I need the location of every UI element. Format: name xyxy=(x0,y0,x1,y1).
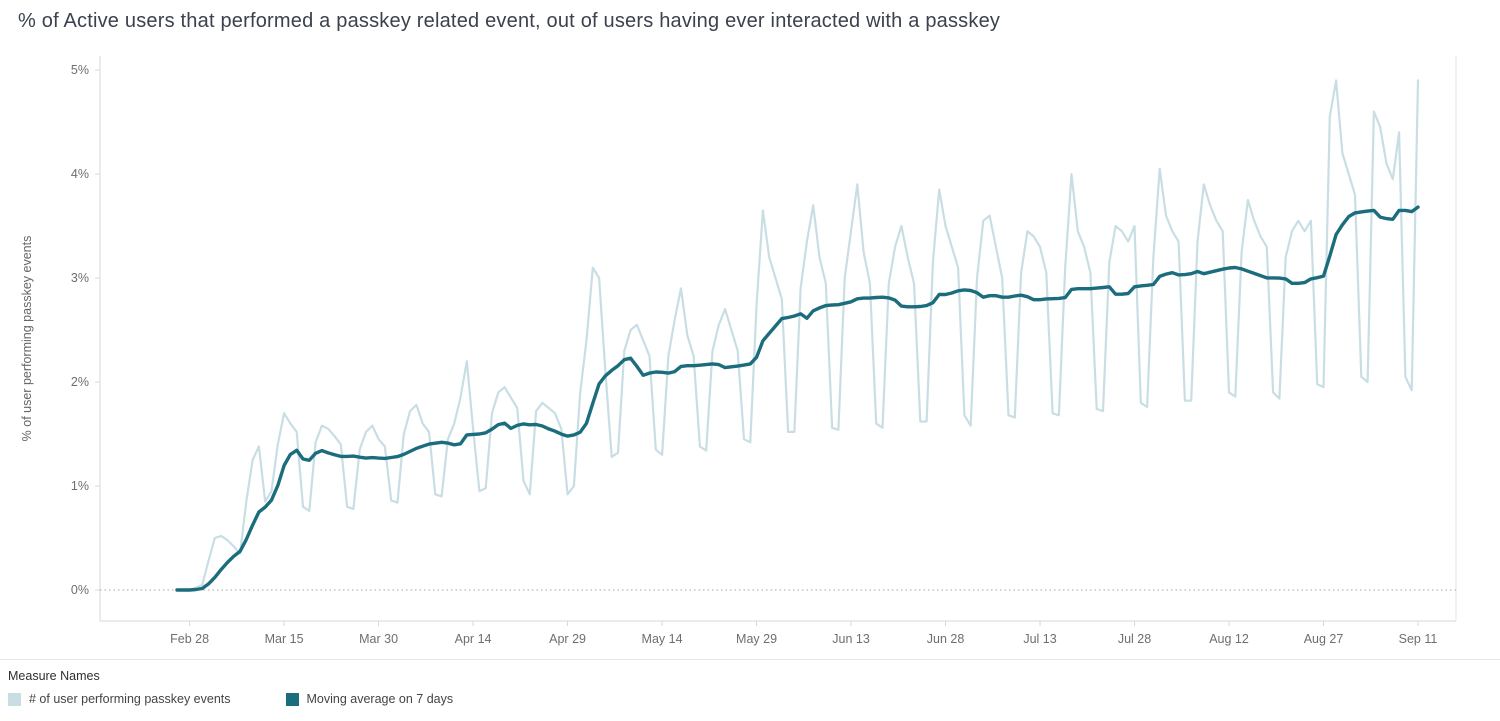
x-tick-label: May 29 xyxy=(736,632,777,646)
x-tick-label: Mar 30 xyxy=(359,632,398,646)
legend-swatch-daily-series[interactable] xyxy=(8,692,21,706)
x-tick-label: Mar 15 xyxy=(265,632,304,646)
x-tick-label: Aug 12 xyxy=(1209,632,1249,646)
x-tick-label: Jul 13 xyxy=(1023,632,1056,646)
y-axis-title: % of user performing passkey events xyxy=(20,236,34,442)
legend-item-moving-average[interactable]: Moving average on 7 days xyxy=(285,692,454,706)
chart-title: % of Active users that performed a passk… xyxy=(18,10,1001,32)
moving-average-line[interactable] xyxy=(175,205,1420,592)
x-tick-label: Sep 11 xyxy=(1399,632,1438,646)
y-tick-label: 4% xyxy=(71,167,89,181)
legend-swatch-moving-average[interactable] xyxy=(285,692,299,706)
legend-items: # of user performing passkey events Movi… xyxy=(8,692,1500,706)
x-tick-label: May 14 xyxy=(642,632,683,646)
x-tick-label: Aug 27 xyxy=(1304,632,1344,646)
legend: Measure Names # of user performing passk… xyxy=(0,659,1500,721)
x-tick-label: Jul 28 xyxy=(1118,632,1151,646)
legend-item-daily-series[interactable]: # of user performing passkey events xyxy=(8,692,231,706)
y-tick-label: 0% xyxy=(71,583,89,597)
y-tick-label: 3% xyxy=(71,271,89,285)
legend-title: Measure Names xyxy=(8,669,100,683)
x-tick-label: Apr 29 xyxy=(549,632,586,646)
legend-label-daily-series: # of user performing passkey events xyxy=(29,692,231,706)
legend-label-moving-average: Moving average on 7 days xyxy=(306,692,454,706)
daily-series-line[interactable] xyxy=(175,79,1420,592)
x-tick-label: Jun 28 xyxy=(927,632,965,646)
y-tick-label: 1% xyxy=(71,479,89,493)
y-tick-label: 2% xyxy=(71,375,89,389)
y-tick-label: 5% xyxy=(71,63,89,77)
x-tick-label: Apr 14 xyxy=(455,632,492,646)
x-tick-label: Jun 13 xyxy=(832,632,870,646)
x-tick-label: Feb 28 xyxy=(170,632,209,646)
